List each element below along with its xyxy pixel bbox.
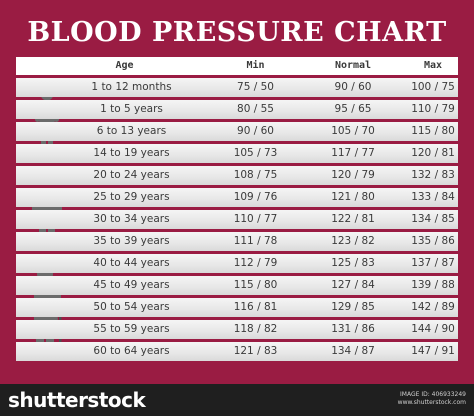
table-header-row: Age Min Normal Max: [16, 57, 458, 75]
footer-bar: shutterstock IMAGE ID: 406933249 www.shu…: [0, 384, 474, 416]
age-cell: 45 to 49 years: [93, 279, 170, 291]
normal-cell: 121 / 80: [331, 191, 375, 203]
header-min: Min: [246, 60, 265, 71]
table-row: 6 to 13 years 90 / 60 105 / 70 115 / 80: [16, 122, 458, 141]
shutterstock-logo: shutterstock: [8, 388, 146, 412]
normal-cell: 120 / 79: [331, 169, 375, 181]
min-cell: 109 / 76: [233, 191, 278, 203]
max-cell: 110 / 79: [411, 103, 455, 115]
normal-cell: 131 / 86: [331, 323, 375, 335]
min-cell: 118 / 82: [233, 323, 278, 335]
min-cell: 108 / 75: [233, 169, 278, 181]
age-cell: 1 to 5 years: [100, 103, 163, 115]
max-cell: 134 / 85: [411, 213, 455, 225]
min-cell: 90 / 60: [237, 125, 274, 137]
normal-cell: 127 / 84: [331, 279, 375, 291]
age-cell: 50 to 54 years: [93, 301, 170, 313]
age-cell: 25 to 29 years: [93, 191, 170, 203]
age-cell: 6 to 13 years: [96, 125, 167, 137]
chart-page: BLOOD PRESSURE CHART Age Min Normal Max: [16, 17, 458, 364]
min-cell: 75 / 50: [237, 81, 274, 93]
max-cell: 137 / 87: [411, 257, 455, 269]
min-cell: 80 / 55: [237, 103, 274, 115]
table-row: 50 to 54 years 116 / 81 129 / 85 142 / 8…: [16, 298, 458, 317]
min-cell: 112 / 79: [233, 257, 278, 269]
normal-cell: 105 / 70: [331, 125, 375, 137]
min-cell: 105 / 73: [233, 147, 278, 159]
normal-cell: 134 / 87: [331, 345, 375, 357]
normal-cell: 90 / 60: [334, 81, 372, 93]
page-title: BLOOD PRESSURE CHART: [27, 17, 447, 48]
age-cell: 1 to 12 months: [91, 81, 172, 93]
table-row: 1 to 5 years 80 / 55 95 / 65 110 / 79: [16, 100, 458, 119]
table-row: 45 to 49 years 115 / 80 127 / 84 139 / 8…: [16, 276, 458, 295]
table-row: 35 to 39 years 111 / 78 123 / 82 135 / 8…: [16, 232, 458, 251]
age-cell: 55 to 59 years: [93, 323, 170, 335]
table-row: 30 to 34 years 110 / 77 122 / 81 134 / 8…: [16, 210, 458, 229]
age-cell: 14 to 19 years: [93, 147, 170, 159]
table-row: 1 to 12 months 75 / 50 90 / 60 100 / 75: [16, 78, 458, 97]
max-cell: 132 / 83: [411, 169, 455, 181]
table-row: 14 to 19 years 105 / 73 117 / 77 120 / 8…: [16, 144, 458, 163]
table-row: 20 to 24 years 108 / 75 120 / 79 132 / 8…: [16, 166, 458, 185]
min-cell: 115 / 80: [233, 279, 278, 291]
blood-pressure-table: Age Min Normal Max 1 to 12 months 75 / 5…: [16, 57, 458, 364]
table-row: 40 to 44 years 112 / 79 125 / 83 137 / 8…: [16, 254, 458, 273]
max-cell: 115 / 80: [411, 125, 455, 137]
footer-meta: IMAGE ID: 406933249 www.shutterstock.com: [398, 391, 466, 407]
age-cell: 35 to 39 years: [93, 235, 170, 247]
max-cell: 142 / 89: [411, 301, 455, 313]
normal-cell: 129 / 85: [331, 301, 375, 313]
table-row: 55 to 59 years 118 / 82 131 / 86 144 / 9…: [16, 320, 458, 339]
table-row: 25 to 29 years 109 / 76 121 / 80 133 / 8…: [16, 188, 458, 207]
normal-cell: 123 / 82: [331, 235, 375, 247]
site-url: www.shutterstock.com: [397, 399, 466, 406]
normal-cell: 122 / 81: [331, 213, 375, 225]
max-cell: 139 / 88: [411, 279, 455, 291]
max-cell: 144 / 90: [411, 323, 455, 335]
age-cell: 20 to 24 years: [93, 169, 170, 181]
max-cell: 100 / 75: [411, 81, 455, 93]
min-cell: 121 / 83: [233, 345, 278, 357]
normal-cell: 117 / 77: [331, 147, 375, 159]
table-row: 60 to 64 years 121 / 83 134 / 87 147 / 9…: [16, 342, 458, 361]
min-cell: 111 / 78: [233, 235, 278, 247]
header-normal: Normal: [334, 60, 372, 71]
max-cell: 120 / 81: [411, 147, 455, 159]
age-cell: 60 to 64 years: [93, 345, 170, 357]
min-cell: 110 / 77: [233, 213, 278, 225]
header-age: Age: [115, 60, 134, 71]
age-cell: 30 to 34 years: [93, 213, 170, 225]
age-cell: 40 to 44 years: [93, 257, 170, 269]
max-cell: 133 / 84: [411, 191, 455, 203]
normal-cell: 95 / 65: [334, 103, 372, 115]
normal-cell: 125 / 83: [331, 257, 375, 269]
max-cell: 147 / 91: [411, 345, 455, 357]
header-max: Max: [423, 60, 443, 71]
min-cell: 116 / 81: [233, 301, 278, 313]
max-cell: 135 / 86: [411, 235, 455, 247]
image-id: IMAGE ID: 406933249: [400, 391, 466, 398]
